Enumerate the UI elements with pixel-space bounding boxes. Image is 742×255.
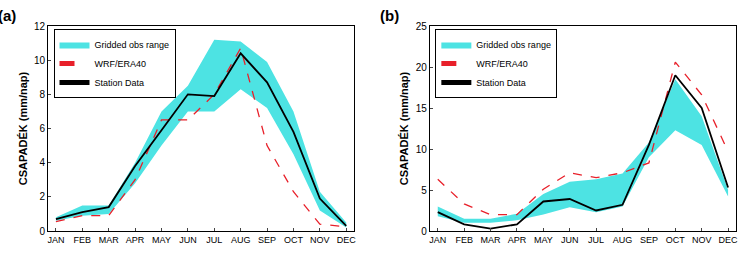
svg-text:JAN: JAN xyxy=(47,235,64,245)
svg-text:JUL: JUL xyxy=(588,235,604,245)
svg-text:AUG: AUG xyxy=(231,235,251,245)
svg-text:15: 15 xyxy=(416,103,428,114)
svg-text:5: 5 xyxy=(421,185,427,196)
svg-text:CSAPADÉK (mm/nap): CSAPADÉK (mm/nap) xyxy=(398,71,410,185)
svg-text:12: 12 xyxy=(34,21,46,32)
svg-text:DEC: DEC xyxy=(337,235,357,245)
svg-text:CSAPADÉK (mm/nap): CSAPADÉK (mm/nap) xyxy=(17,71,29,185)
svg-text:4: 4 xyxy=(39,157,45,168)
svg-text:MAR: MAR xyxy=(99,235,120,245)
svg-text:SEP: SEP xyxy=(640,235,658,245)
svg-text:MAY: MAY xyxy=(534,235,553,245)
svg-text:MAR: MAR xyxy=(481,235,502,245)
svg-text:FEB: FEB xyxy=(74,235,92,245)
svg-text:MAY: MAY xyxy=(152,235,171,245)
svg-text:6: 6 xyxy=(39,123,45,134)
svg-text:APR: APR xyxy=(126,235,145,245)
svg-text:Station Data: Station Data xyxy=(95,78,145,88)
svg-text:0: 0 xyxy=(39,226,45,237)
svg-text:2: 2 xyxy=(39,191,45,202)
svg-text:10: 10 xyxy=(34,55,46,66)
svg-text:OCT: OCT xyxy=(284,235,304,245)
svg-text:NOV: NOV xyxy=(310,235,330,245)
svg-text:APR: APR xyxy=(508,235,527,245)
svg-text:WRF/ERA40: WRF/ERA40 xyxy=(476,59,528,69)
svg-text:JAN: JAN xyxy=(429,235,446,245)
svg-text:Gridded obs range: Gridded obs range xyxy=(95,40,170,50)
svg-text:OCT: OCT xyxy=(666,235,686,245)
svg-text:NOV: NOV xyxy=(692,235,712,245)
svg-text:20: 20 xyxy=(416,62,428,73)
svg-text:FEB: FEB xyxy=(455,235,473,245)
svg-text:WRF/ERA40: WRF/ERA40 xyxy=(95,59,147,69)
svg-text:10: 10 xyxy=(416,144,428,155)
svg-text:AUG: AUG xyxy=(613,235,633,245)
svg-text:(a): (a) xyxy=(0,7,16,24)
svg-text:JUL: JUL xyxy=(206,235,222,245)
svg-text:(b): (b) xyxy=(380,7,399,24)
svg-text:Gridded obs range: Gridded obs range xyxy=(476,40,551,50)
svg-text:25: 25 xyxy=(416,21,428,32)
svg-text:0: 0 xyxy=(421,226,427,237)
svg-text:8: 8 xyxy=(39,89,45,100)
svg-text:DEC: DEC xyxy=(719,235,739,245)
svg-text:JUN: JUN xyxy=(561,235,579,245)
svg-text:SEP: SEP xyxy=(258,235,276,245)
svg-text:JUN: JUN xyxy=(179,235,197,245)
svg-text:Station Data: Station Data xyxy=(476,78,526,88)
